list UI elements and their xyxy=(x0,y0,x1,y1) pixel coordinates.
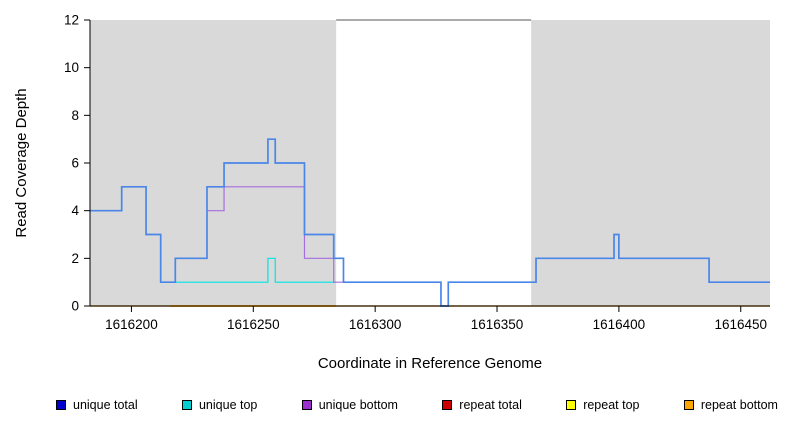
repeat-bottom-swatch-icon xyxy=(683,400,694,410)
repeat-total-swatch-icon xyxy=(442,400,453,410)
legend-label: repeat bottom xyxy=(700,398,778,412)
svg-text:10: 10 xyxy=(64,60,79,75)
svg-text:0: 0 xyxy=(71,299,79,314)
svg-text:1616450: 1616450 xyxy=(714,317,767,332)
chart-area: 1616200 1616250 1616300 1616350 1616400 16164… xyxy=(13,13,770,372)
legend-item-repeat-top: repeat top xyxy=(566,398,639,412)
legend-label: unique total xyxy=(73,398,138,412)
legend-item-repeat-total: repeat total xyxy=(442,398,522,412)
unique-total-swatch-icon xyxy=(56,400,66,410)
svg-text:4: 4 xyxy=(71,203,79,218)
legend-item-repeat-bottom: repeat bottom xyxy=(683,398,778,412)
legend-label: unique bottom xyxy=(318,398,398,412)
svg-text:2: 2 xyxy=(71,251,79,266)
svg-text:1616250: 1616250 xyxy=(227,317,280,332)
unique-bottom-swatch-icon xyxy=(301,400,312,410)
svg-text:1616200: 1616200 xyxy=(105,317,158,332)
chart-legend: unique total unique top unique bottom re… xyxy=(0,398,792,412)
svg-text:8: 8 xyxy=(71,108,79,123)
svg-text:Coordinate in Reference Genome: Coordinate in Reference Genome xyxy=(318,355,542,372)
legend-item-unique-total: unique total xyxy=(56,398,138,412)
unique-top-swatch-icon xyxy=(181,400,192,410)
legend-label: repeat total xyxy=(459,398,522,412)
svg-text:6: 6 xyxy=(71,156,79,171)
svg-text:1616350: 1616350 xyxy=(471,317,524,332)
svg-text:1616400: 1616400 xyxy=(593,317,646,332)
repeat-top-swatch-icon xyxy=(566,400,577,410)
svg-text:12: 12 xyxy=(64,13,79,28)
svg-text:1616300: 1616300 xyxy=(349,317,402,332)
legend-item-unique-bottom: unique bottom xyxy=(301,398,398,412)
legend-label: repeat top xyxy=(583,398,640,412)
legend-item-unique-top: unique top xyxy=(181,398,258,412)
legend-label: unique top xyxy=(198,398,258,412)
svg-text:Read Coverage Depth: Read Coverage Depth xyxy=(13,88,30,237)
coverage-chart: 1616200 1616250 1616300 1616350 1616400 16164… xyxy=(13,13,770,372)
